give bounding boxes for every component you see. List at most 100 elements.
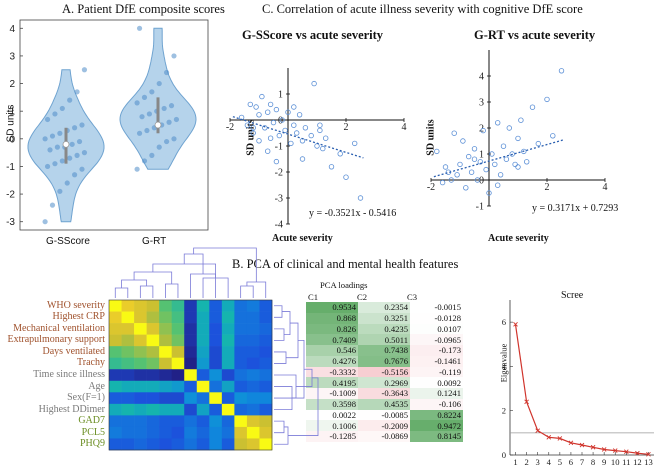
- heatmap-cell: [171, 357, 185, 370]
- violin-point: [166, 119, 172, 125]
- loading-cell: 0.4195: [306, 377, 359, 388]
- loading-cell: -0.1285: [306, 431, 359, 442]
- violin-point: [59, 158, 65, 164]
- loading-cell: -0.0085: [358, 409, 411, 421]
- scatter2-point: [489, 151, 495, 157]
- scatter2-point: [471, 156, 478, 162]
- scatter1-point: [308, 132, 314, 139]
- scatter1-point: [256, 112, 262, 118]
- heatmap-cell: [184, 369, 198, 382]
- heatmap-cell: [259, 415, 273, 428]
- loading-cell: 0.868: [306, 312, 359, 324]
- heatmap-cell: [196, 323, 210, 335]
- scatter1-point: [244, 122, 251, 128]
- heatmap-cell: [196, 380, 210, 393]
- scatter1-point: [291, 104, 297, 110]
- scatter1-point: [357, 195, 364, 201]
- heatmap-cell: [184, 300, 198, 312]
- heatmap-border: [108, 299, 273, 451]
- heatmap-cell: [196, 346, 210, 358]
- scree-marker: [579, 442, 585, 448]
- heatmap-cell: [159, 334, 172, 347]
- loadings-row: 0.1006 -0.2009 0.9472: [306, 420, 463, 431]
- heatmap-cell: [246, 369, 260, 382]
- violin-point: [54, 144, 60, 150]
- scatter1-point: [276, 132, 282, 139]
- heatmap-cell: [134, 311, 147, 324]
- scatter1-ytick-label: -2: [275, 168, 283, 179]
- scree-marker: [513, 322, 518, 327]
- loadings-row: -0.1009 -0.3643 0.1241: [306, 388, 463, 399]
- heatmap-cell: [209, 438, 223, 451]
- heatmap-cell: [134, 323, 147, 335]
- loading-cell: 0.0092: [410, 377, 463, 388]
- heatmap-cell: [246, 323, 260, 335]
- scatter1-point: [273, 106, 280, 113]
- loading-cell: 0.3598: [306, 398, 359, 410]
- scatter2-point: [509, 151, 515, 157]
- scatter2-point: [466, 153, 472, 160]
- feature-label: Trachy: [77, 357, 105, 369]
- violin-point: [141, 94, 148, 100]
- violin-point: [149, 89, 155, 95]
- scree-xtick-label: 12: [633, 457, 642, 467]
- loadings-row: 0.546 0.7438 -0.173: [306, 345, 463, 356]
- scree-title: Scree: [561, 290, 584, 301]
- heatmap-cell: [234, 415, 248, 428]
- dendro-top-branch: [165, 283, 179, 298]
- heatmap-cell: [234, 369, 248, 382]
- heatmap-cell: [109, 300, 122, 312]
- heatmap-cell: [221, 426, 235, 439]
- scatter2-ytick-label: 4: [479, 72, 484, 83]
- violin-point: [59, 105, 65, 112]
- scree-line: [514, 324, 649, 455]
- scatter2-point: [480, 127, 486, 134]
- heatmap-cell: [234, 392, 248, 405]
- heatmap-cell: [159, 369, 172, 382]
- scatter1-point: [323, 135, 329, 141]
- feature-label: Mechanical ventilation: [13, 322, 105, 334]
- dendro-side-branch: [274, 420, 285, 434]
- heatmap-cell: [234, 357, 248, 370]
- loading-cell: -0.0869: [358, 431, 411, 442]
- loading-cell: 0.2969: [358, 377, 411, 388]
- heatmap-cell: [246, 426, 260, 439]
- scatter1-point: [250, 130, 256, 136]
- heatmap-cell: [246, 300, 260, 312]
- scree-marker: [635, 450, 640, 456]
- violin-point: [42, 219, 48, 225]
- scatter1-xtick-label: 2: [344, 122, 349, 133]
- scatter1-point: [247, 101, 253, 108]
- scatter1-title: G-SScore vs acute severity: [242, 28, 384, 42]
- heatmap-cell: [184, 357, 198, 370]
- violin-point: [44, 163, 51, 170]
- heatmap-cell: [184, 323, 198, 335]
- heatmap-cell: [146, 334, 160, 347]
- violin-point: [136, 25, 143, 31]
- heatmap-cell: [121, 415, 135, 428]
- heatmap-cell: [234, 403, 248, 416]
- heatmap-cell: [209, 346, 223, 358]
- heatmap-cell: [221, 380, 235, 393]
- heatmap-cell: [259, 392, 273, 405]
- heatmap-cell: [246, 334, 260, 347]
- loading-cell: 0.4276: [306, 355, 359, 367]
- loading-cell: 0.0107: [410, 323, 463, 335]
- scree-xtick-label: 13: [644, 457, 653, 467]
- scatter1-point: [317, 122, 323, 128]
- heatmap-cell: [159, 300, 172, 312]
- heatmap-cell: [209, 300, 223, 312]
- violin-point: [67, 155, 73, 161]
- violin-median: [62, 140, 70, 148]
- dendro-side-root: [288, 377, 319, 436]
- heatmap-cell: [134, 392, 147, 405]
- dendro-side-branch: [274, 426, 289, 445]
- violin-point: [156, 80, 162, 87]
- violin-point: [57, 130, 63, 136]
- dendro-side-branch: [274, 351, 287, 364]
- feature-label: Highest DDimer: [38, 403, 105, 415]
- loadings-col-c3: C3: [407, 292, 418, 302]
- scatter2-ytick-label: 0: [479, 176, 484, 187]
- heatmap-cell: [196, 311, 210, 324]
- heatmap-cell: [196, 357, 210, 370]
